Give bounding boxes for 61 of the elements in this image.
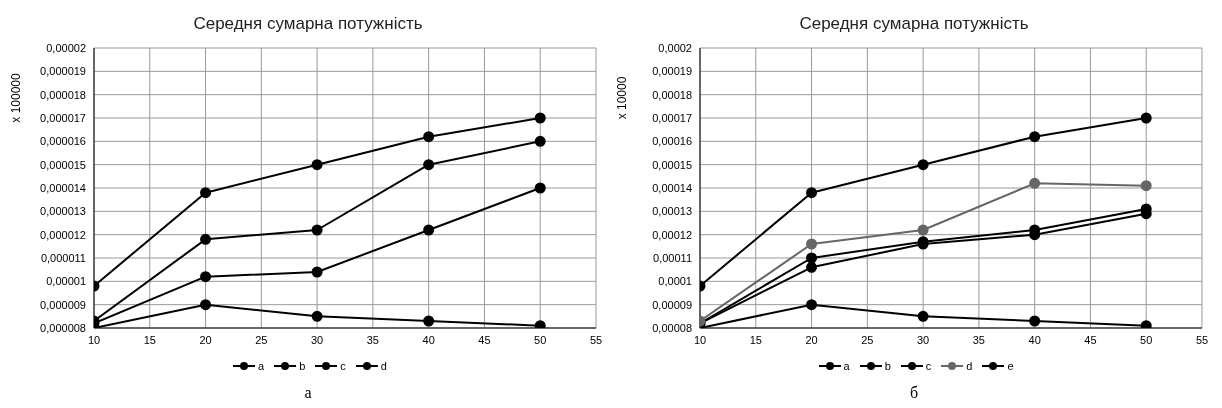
text: б	[909, 384, 919, 402]
x-tick-label: 45	[1084, 333, 1097, 346]
y-axis-title: x 10000	[615, 76, 630, 120]
x-tick-label: 45	[478, 333, 491, 346]
legend-label: a	[258, 360, 265, 372]
x-tick-label: 35	[366, 333, 380, 346]
x-tick-label: 50	[1140, 333, 1153, 346]
x-tick-label: 40	[1028, 333, 1041, 346]
y-tick-label: 0,00008	[652, 321, 692, 334]
x-tick-label: 40	[422, 333, 435, 346]
legend-label: c	[340, 360, 346, 372]
legend-label: a	[843, 360, 850, 372]
y-tick-label: 0,00017	[652, 111, 692, 124]
y-tick-label: 0,0001	[658, 275, 692, 288]
y-tick-label: 0,00015	[652, 158, 692, 171]
y-tick-label: 0,00012	[652, 228, 692, 241]
x-tick-label: 30	[310, 333, 324, 346]
x-tick-label: 15	[143, 333, 156, 346]
x-tick-label: 25	[255, 333, 268, 346]
y-tick-label: 0,00016	[652, 135, 692, 148]
y-tick-label: 0,000014	[40, 181, 86, 194]
y-tick-label: 0,000013	[40, 205, 86, 218]
y-tick-label: 0,00009	[652, 298, 692, 311]
x-tick-label: 15	[749, 333, 762, 346]
legend-label: b	[299, 360, 306, 372]
text: а	[304, 384, 312, 402]
legend-label: d	[966, 360, 973, 372]
legend-label: c	[925, 360, 932, 372]
y-tick-label: 0,000016	[40, 135, 86, 148]
legend-label: d	[380, 360, 387, 372]
x-tick-label: 20	[805, 333, 818, 346]
y-tick-label: 0,00018	[652, 88, 692, 101]
y-tick-label: 0,000017	[40, 111, 86, 124]
y-tick-label: 0,00019	[652, 65, 692, 78]
y-tick-label: 0,00014	[652, 181, 692, 194]
chart-title: Середня сумарна потужність	[193, 14, 423, 35]
x-tick-label: 25	[861, 333, 874, 346]
y-tick-label: 0,00001	[46, 275, 86, 288]
y-tick-label: 0,000018	[40, 88, 86, 101]
y-tick-label: 0,00002	[46, 41, 86, 54]
x-tick-label: 30	[916, 333, 930, 346]
y-tick-label: 0,00011	[653, 251, 692, 264]
x-tick-label: 50	[534, 333, 547, 346]
x-tick-label: 55	[589, 333, 603, 346]
x-tick-label: 55	[1195, 333, 1209, 346]
chart-title: Середня сумарна потужність	[799, 14, 1029, 35]
legend-label: e	[1007, 360, 1014, 372]
legend-label: b	[884, 360, 891, 372]
y-tick-label: 0,000011	[40, 251, 86, 264]
y-tick-label: 0,000019	[40, 65, 86, 78]
y-tick-label: 0,00013	[652, 205, 692, 218]
x-tick-label: 10	[693, 333, 707, 346]
y-axis-title: x 100000	[9, 72, 24, 123]
y-tick-label: 0,000012	[40, 228, 86, 241]
x-tick-label: 20	[199, 333, 212, 346]
x-tick-label: 35	[972, 333, 986, 346]
y-tick-label: 0,000009	[40, 298, 86, 311]
x-tick-label: 10	[87, 333, 101, 346]
y-tick-label: 0,0002	[658, 41, 692, 54]
y-tick-label: 0,000008	[40, 321, 86, 334]
y-tick-label: 0,000015	[40, 158, 86, 171]
